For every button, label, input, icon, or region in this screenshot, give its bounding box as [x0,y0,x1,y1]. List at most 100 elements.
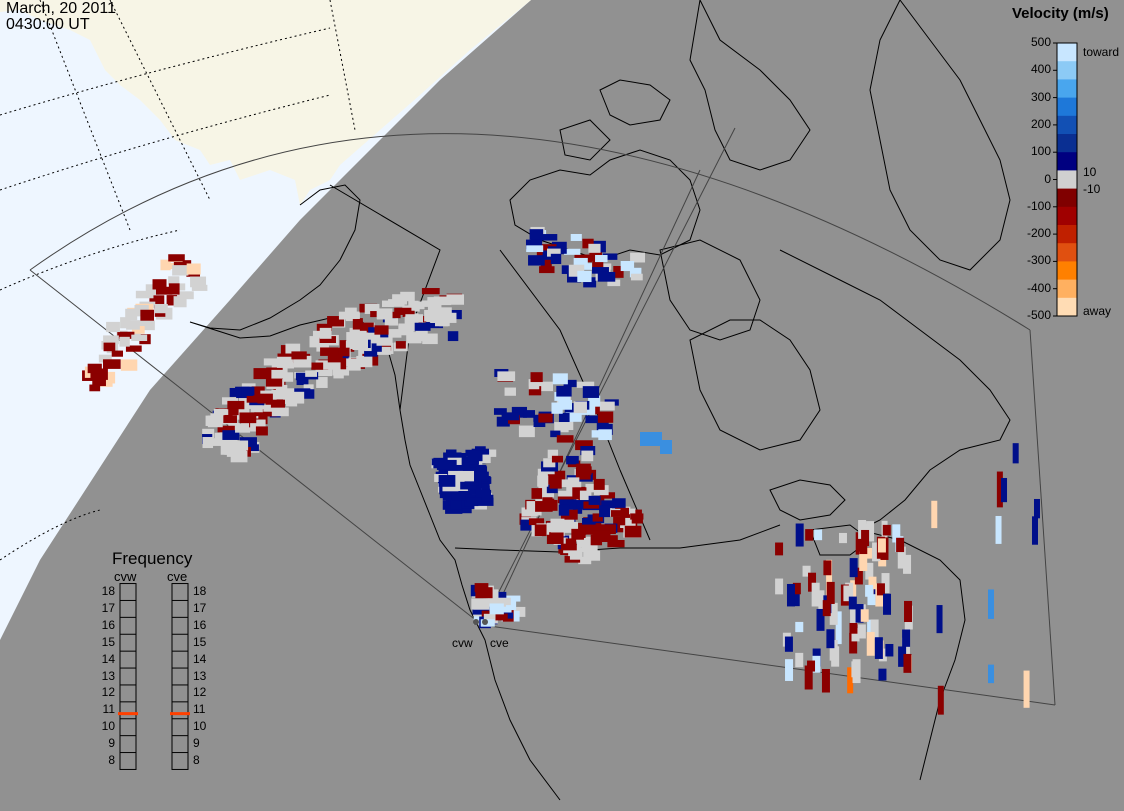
scatter-cell [582,386,600,398]
scatter-cell [398,324,416,332]
scatter-cell [996,471,1003,508]
scatter-cell [882,524,891,536]
freq-tick-label: 13 [101,668,115,683]
scatter-cell [117,331,135,339]
colorbar-swatch [1057,170,1077,190]
scatter-cell [414,322,431,331]
scatter-cell [467,450,483,462]
scatter-cell [468,471,481,480]
scatter-cell [597,411,614,423]
scatter-cell [335,347,350,357]
freq-tick-label: 18 [193,584,207,598]
site-label-cve: cve [490,636,509,650]
scatter-cell [501,412,520,421]
scatter-cell [898,646,907,667]
scatter-cell [229,387,242,397]
scatter-cell [872,542,881,562]
colorbar-tick-label: 100 [1030,144,1051,159]
freq-panel-cvw [119,583,137,770]
scatter-cell [843,585,852,602]
scatter-cell [613,265,624,278]
scatter-cell [861,529,870,547]
scatter-cell [496,416,510,427]
scatter-cell [870,619,879,638]
scatter-cell [354,338,367,350]
legend-title: Velocity (m/s) [1012,5,1109,22]
scatter-cell [849,622,858,634]
scatter-cell [415,329,428,342]
scatter-cell [520,519,538,531]
scatter-cell [607,279,621,287]
scatter-cell [227,400,245,410]
scatter-cell [583,277,597,288]
scatter-cell [135,290,154,299]
freq-tick-label: 11 [193,702,206,717]
scatter-cell [464,477,479,486]
scatter-cell [630,273,643,281]
scatter-cell [355,330,367,340]
scatter-cell [593,485,609,496]
scatter-cell [483,613,498,624]
scatter-cell [448,470,463,482]
colorbar-swatch [1057,225,1077,244]
scatter-cell [316,377,328,388]
scatter-cell [573,401,587,414]
scatter-cell [537,381,554,392]
scatter-cell [528,518,545,526]
freq-panel-cve [171,583,189,770]
scatter-cell [327,316,345,327]
scatter-cell [103,359,121,369]
scatter-cell [493,408,507,415]
scatter-cell [995,515,1002,544]
date-label: March, 20 2011 [6,0,116,17]
scatter-cell [556,385,572,397]
colorbar-tick-label: 500 [1030,35,1051,49]
scatter-cell [551,455,564,463]
scatter-cell [495,613,508,621]
freq-tick-label: 9 [108,736,115,751]
scatter-cell [472,606,490,615]
scatter-cell [854,567,863,585]
scatter-cell [785,659,794,681]
scatter-cell [847,667,854,694]
scatter-cell [602,253,618,260]
scatter-cell [558,490,574,502]
colorbar-swatch [1057,206,1077,226]
scatter-cell [588,243,601,253]
freq-tick-label: 17 [101,600,115,615]
scatter-cell [230,450,248,463]
scatter-cell [581,450,594,462]
scatter-cell [851,661,860,678]
scatter-cell [585,415,599,424]
freq-tick-label: 10 [193,719,207,734]
colorbar-tick-label: -400 [1026,280,1051,295]
scatter-cell [865,584,874,597]
scatter-cell [541,234,558,241]
scatter-cell [363,332,381,344]
scatter-cell [585,523,602,535]
scatter-cell [253,368,272,380]
scatter-cell [795,652,804,668]
grid-lines [0,0,356,561]
scatter-cell [400,291,415,302]
scatter-cell [358,348,370,357]
colorbar-tick-label: 300 [1030,89,1051,104]
scatter-cell [282,372,294,382]
scatter-cell [327,355,343,367]
colorbar-swatch [1057,243,1077,262]
scatter-cell [377,346,391,355]
scatter-cell [625,517,636,530]
scatter-cell [287,395,299,404]
scatter-cell [319,336,336,343]
scatter-cell [534,524,547,537]
scatter-cell [103,342,116,352]
colorbar-tick-label: 400 [1030,62,1051,77]
scatter-cell [528,379,540,390]
scatter-cell [511,406,528,418]
scatter-cell [601,500,616,509]
scatter-cell [387,311,401,319]
scatter-cell [138,320,155,331]
scatter-cell [166,262,177,270]
colorbar-swatch [1057,97,1077,117]
scatter-cell [475,481,490,490]
